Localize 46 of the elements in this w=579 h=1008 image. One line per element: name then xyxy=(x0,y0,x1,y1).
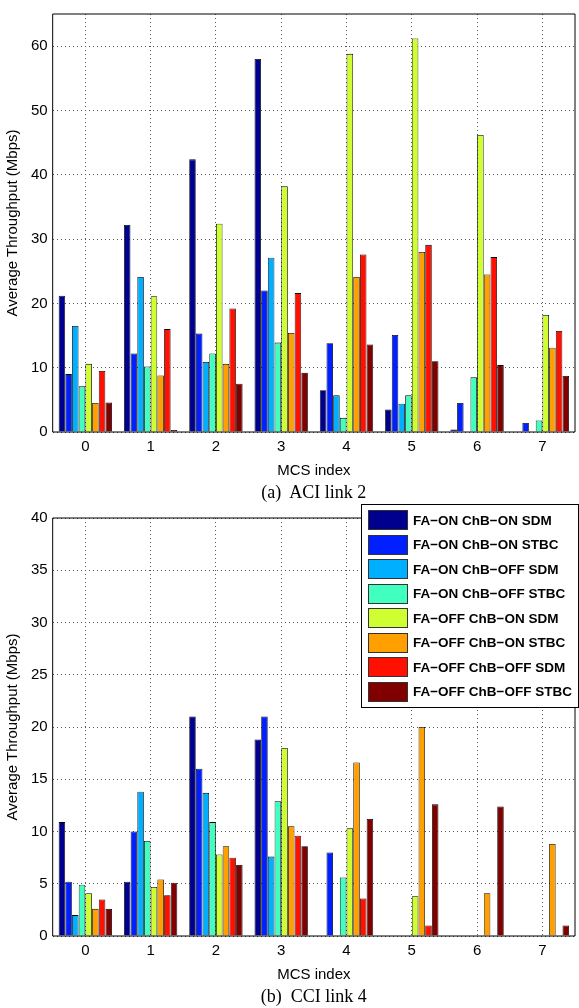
legend-label: FA−OFF ChB−ON STBC xyxy=(412,635,566,651)
x-tick-label: 5 xyxy=(407,941,416,959)
y-tick-label: 15 xyxy=(31,769,48,787)
y-axis-title: Average Throughput (Mbps) xyxy=(3,129,21,317)
y-tick-label: 20 xyxy=(31,717,48,735)
x-tick-label: 3 xyxy=(277,437,286,455)
y-tick-label: 40 xyxy=(31,508,48,526)
y-tick-label: 30 xyxy=(31,229,48,247)
x-axis-title: MCS index xyxy=(277,461,352,479)
y-tick-label: 30 xyxy=(31,612,48,630)
y-tick-label: 5 xyxy=(39,873,48,891)
x-tick-label: 1 xyxy=(146,437,155,455)
x-tick-label: 2 xyxy=(211,437,221,455)
legend-label: FA−ON ChB−OFF STBC xyxy=(412,586,566,602)
legend-label: FA−OFF ChB−OFF SDM xyxy=(412,659,566,675)
y-tick-label: 25 xyxy=(31,664,48,682)
text: (a) ACI link 2 xyxy=(261,481,367,503)
x-tick-label: 1 xyxy=(146,941,155,959)
legend-label: FA−OFF ChB−OFF STBC xyxy=(412,684,572,700)
y-tick-label: 60 xyxy=(31,36,48,54)
x-tick-label: 2 xyxy=(211,941,221,959)
y-tick-label: 20 xyxy=(31,293,48,311)
text: (b) CCI link 4 xyxy=(260,985,367,1007)
y-axis-title: Average Throughput (Mbps) xyxy=(3,633,21,821)
legend-label: FA−ON ChB−ON STBC xyxy=(412,537,559,553)
x-tick-label: 0 xyxy=(81,437,90,455)
x-tick-label: 6 xyxy=(472,437,482,455)
x-tick-label: 4 xyxy=(342,437,351,455)
y-tick-label: 10 xyxy=(31,821,48,839)
legend-label: FA−OFF ChB−ON SDM xyxy=(412,610,559,626)
y-tick-label: 50 xyxy=(31,100,48,118)
legend-label: FA−ON ChB−OFF SDM xyxy=(412,561,559,577)
x-tick-label: 3 xyxy=(277,941,286,959)
x-axis-title: MCS index xyxy=(277,965,352,983)
y-tick-label: 0 xyxy=(39,926,48,944)
legend-label: FA−ON ChB−ON SDM xyxy=(412,512,552,528)
y-tick-label: 0 xyxy=(39,422,48,440)
x-tick-label: 0 xyxy=(81,941,90,959)
y-tick-label: 35 xyxy=(31,560,48,578)
y-tick-label: 40 xyxy=(31,164,48,182)
x-tick-label: 4 xyxy=(342,941,351,959)
x-tick-label: 6 xyxy=(472,941,482,959)
x-tick-label: 7 xyxy=(538,941,547,959)
x-tick-label: 7 xyxy=(538,437,547,455)
x-tick-label: 5 xyxy=(407,437,416,455)
y-tick-label: 10 xyxy=(31,357,48,375)
